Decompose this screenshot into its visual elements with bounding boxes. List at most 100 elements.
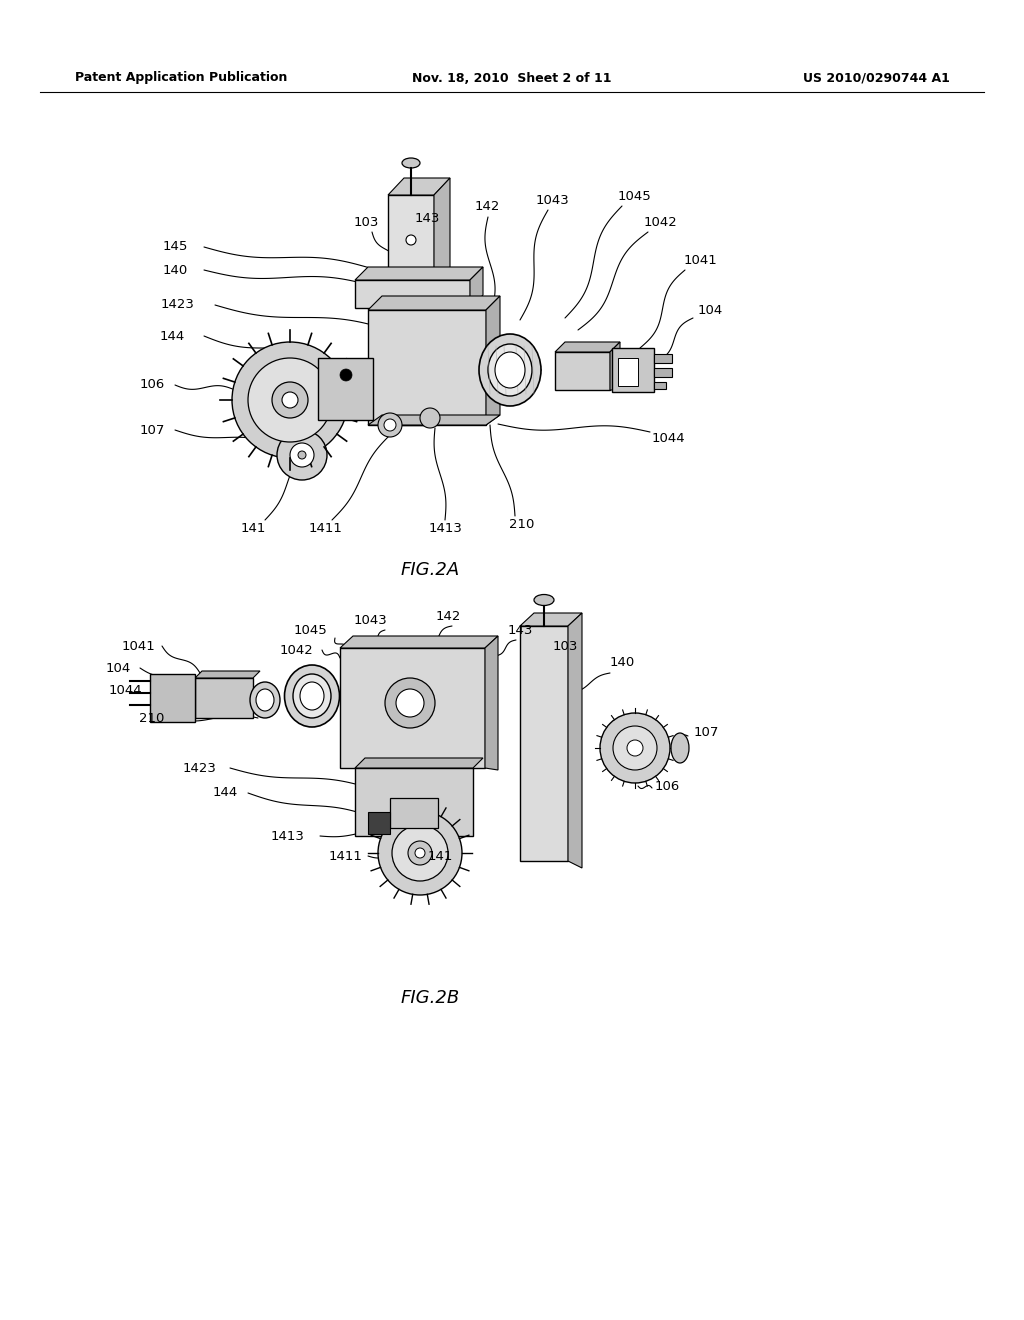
Bar — [390, 799, 438, 828]
Polygon shape — [195, 671, 260, 678]
Polygon shape — [368, 414, 500, 425]
Ellipse shape — [256, 689, 274, 711]
Bar — [318, 358, 373, 420]
Circle shape — [415, 847, 425, 858]
Ellipse shape — [479, 334, 541, 407]
Polygon shape — [555, 342, 620, 352]
Polygon shape — [388, 178, 450, 195]
Text: 1423: 1423 — [161, 298, 195, 312]
Text: 1042: 1042 — [280, 644, 313, 656]
Text: 107: 107 — [693, 726, 719, 739]
Circle shape — [378, 810, 462, 895]
Ellipse shape — [495, 352, 525, 388]
Ellipse shape — [293, 675, 331, 718]
Polygon shape — [485, 636, 498, 770]
Circle shape — [248, 358, 332, 442]
Text: FIG.2B: FIG.2B — [400, 989, 460, 1007]
Text: 1041: 1041 — [683, 253, 717, 267]
Circle shape — [600, 713, 670, 783]
Ellipse shape — [488, 345, 532, 396]
Polygon shape — [568, 612, 582, 869]
Ellipse shape — [479, 363, 541, 378]
Text: 1043: 1043 — [353, 614, 387, 627]
Bar — [340, 648, 485, 768]
Circle shape — [340, 370, 352, 381]
Bar — [368, 812, 390, 834]
Text: 106: 106 — [654, 780, 680, 792]
Circle shape — [420, 408, 440, 428]
Text: 1042: 1042 — [643, 215, 677, 228]
Text: 145: 145 — [163, 240, 187, 253]
Text: 144: 144 — [160, 330, 184, 342]
Ellipse shape — [402, 158, 420, 168]
Text: 1041: 1041 — [121, 639, 155, 652]
Text: 1045: 1045 — [293, 623, 327, 636]
Bar — [654, 354, 672, 363]
Bar — [150, 675, 195, 722]
Circle shape — [613, 726, 657, 770]
Bar — [355, 768, 473, 836]
Ellipse shape — [300, 682, 324, 710]
Text: 210: 210 — [139, 711, 165, 725]
Circle shape — [278, 430, 327, 480]
Polygon shape — [355, 267, 483, 280]
Circle shape — [272, 381, 308, 418]
Text: 1045: 1045 — [617, 190, 651, 202]
Text: 144: 144 — [212, 787, 238, 800]
Text: 107: 107 — [139, 424, 165, 437]
Ellipse shape — [534, 594, 554, 606]
Circle shape — [392, 825, 449, 880]
Polygon shape — [355, 758, 483, 768]
Text: 1411: 1411 — [328, 850, 361, 862]
Text: 140: 140 — [609, 656, 635, 669]
Ellipse shape — [285, 665, 340, 727]
Circle shape — [396, 689, 424, 717]
Text: 143: 143 — [415, 211, 439, 224]
Polygon shape — [470, 267, 483, 308]
Text: 103: 103 — [353, 215, 379, 228]
Circle shape — [385, 678, 435, 729]
Bar — [388, 195, 434, 425]
Text: 140: 140 — [163, 264, 187, 276]
Text: 1411: 1411 — [308, 521, 342, 535]
Bar — [355, 280, 470, 308]
Circle shape — [282, 392, 298, 408]
Text: 141: 141 — [241, 521, 265, 535]
Circle shape — [408, 841, 432, 865]
Text: 143: 143 — [507, 623, 532, 636]
Ellipse shape — [250, 682, 280, 718]
Polygon shape — [610, 342, 620, 389]
Text: 1043: 1043 — [536, 194, 569, 206]
Text: US 2010/0290744 A1: US 2010/0290744 A1 — [803, 71, 950, 84]
Text: 142: 142 — [474, 201, 500, 214]
Text: 104: 104 — [105, 661, 131, 675]
Bar — [654, 381, 666, 389]
Circle shape — [627, 741, 643, 756]
Bar — [618, 358, 638, 385]
Text: 104: 104 — [697, 304, 723, 317]
Polygon shape — [368, 296, 500, 310]
Text: 142: 142 — [435, 610, 461, 623]
Circle shape — [384, 418, 396, 432]
Circle shape — [298, 451, 306, 459]
Polygon shape — [340, 636, 498, 648]
Circle shape — [378, 413, 402, 437]
Bar — [520, 626, 568, 861]
Text: FIG.2A: FIG.2A — [400, 561, 460, 579]
Bar — [195, 678, 253, 718]
Bar — [555, 352, 610, 389]
Text: 1044: 1044 — [651, 432, 685, 445]
Bar — [654, 368, 672, 378]
Text: 103: 103 — [552, 639, 578, 652]
Text: Nov. 18, 2010  Sheet 2 of 11: Nov. 18, 2010 Sheet 2 of 11 — [413, 71, 611, 84]
Text: 1413: 1413 — [271, 829, 305, 842]
Bar — [368, 310, 486, 425]
Text: 1413: 1413 — [428, 521, 462, 535]
Text: 1423: 1423 — [183, 762, 217, 775]
Text: 1044: 1044 — [109, 685, 141, 697]
Polygon shape — [520, 612, 582, 626]
Text: 106: 106 — [139, 379, 165, 392]
Polygon shape — [486, 296, 500, 425]
Text: 210: 210 — [509, 517, 535, 531]
Polygon shape — [434, 178, 450, 420]
